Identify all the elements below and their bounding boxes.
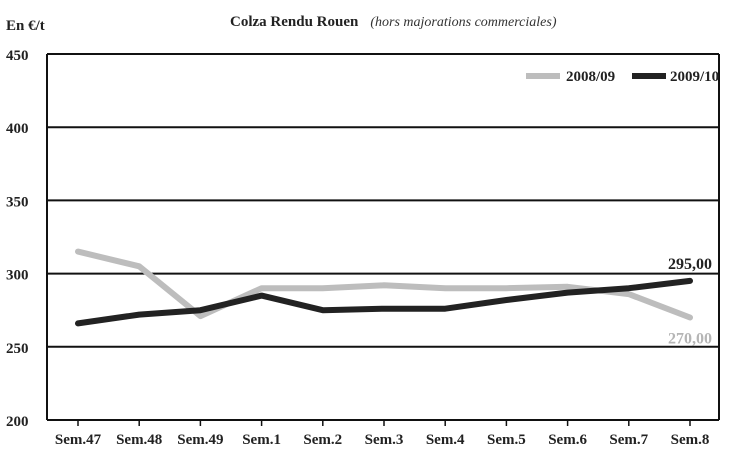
end-value-label: 270,00 — [668, 331, 712, 348]
axes — [46, 54, 720, 421]
series-lines — [75, 248, 693, 327]
y-tick-label: 350 — [6, 194, 29, 210]
y-unit-label: En €/t — [6, 18, 45, 34]
x-tick-label: Sem.48 — [116, 432, 162, 448]
x-tick-label: Sem.3 — [365, 432, 404, 448]
chart-title-main: Colza Rendu Rouen — [230, 14, 359, 30]
x-axis-ticks: Sem.47 Sem.48 Sem.49 Sem.1 Sem.2 Sem.3 Sem.4 Se… — [55, 420, 710, 448]
x-tick-label: Sem.49 — [177, 432, 223, 448]
end-value-label: 295,00 — [668, 256, 712, 273]
grid-lines — [47, 53, 719, 348]
y-tick-label: 250 — [6, 341, 29, 357]
x-tick-label: Sem.8 — [671, 432, 710, 448]
x-tick-label: Sem.47 — [55, 432, 102, 448]
x-tick-label: Sem.6 — [548, 432, 587, 448]
end-labels: 270,00 295,00 — [668, 256, 712, 348]
y-tick-label: 450 — [6, 48, 29, 64]
x-tick-label: Sem.5 — [487, 432, 526, 448]
x-tick-label: Sem.4 — [426, 432, 465, 448]
y-tick-label: 400 — [6, 121, 29, 137]
chart-title: Colza Rendu Rouen (hors majorations comm… — [230, 13, 557, 30]
y-tick-label: 300 — [6, 268, 29, 284]
x-tick-label: Sem.2 — [303, 432, 342, 448]
legend-label: 2009/10 — [670, 69, 719, 85]
y-tick-label: 200 — [6, 414, 29, 430]
chart-subtitle: (hors majorations commerciales) — [370, 15, 556, 30]
series-line-2009-10 — [75, 277, 693, 327]
x-tick-label: Sem.1 — [242, 432, 281, 448]
y-axis-ticks: 200 250 300 350 400 450 — [6, 48, 29, 430]
legend: 2008/09 2009/10 — [526, 69, 719, 85]
x-tick-label: Sem.7 — [609, 432, 648, 448]
legend-label: 2008/09 — [566, 69, 615, 85]
